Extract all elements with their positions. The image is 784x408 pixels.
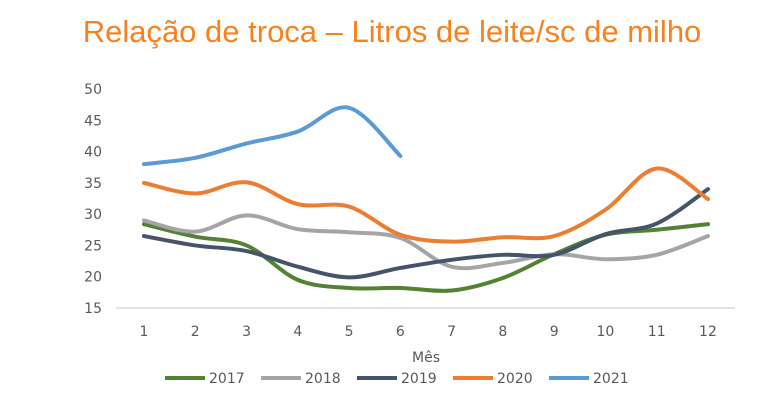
series-line-2020 [142,166,710,244]
x-tick-label: 10 [597,324,615,340]
x-tick-label: 12 [699,324,717,340]
x-axis-label: Mês [412,350,440,366]
y-tick-label: 20 [84,270,102,286]
x-tick-label: 3 [242,324,251,340]
y-tick-label: 30 [84,207,102,223]
x-tick-label: 6 [396,324,405,340]
x-tick-label: 8 [498,324,507,340]
series-line-2018 [142,213,710,271]
legend-label-2018: 2018 [305,371,341,387]
series-line-2021 [142,105,403,167]
y-tick-label: 15 [84,301,102,317]
x-tick-label: 9 [550,324,559,340]
y-tick-label: 40 [84,145,102,161]
x-tick-label: 11 [648,324,666,340]
legend-label-2017: 2017 [209,371,245,387]
y-tick-label: 45 [84,113,102,129]
legend-label-2020: 2020 [497,371,533,387]
y-tick-label: 35 [84,176,102,192]
y-tick-label: 50 [84,82,102,98]
x-tick-label: 1 [140,324,149,340]
series-line-2019 [142,187,710,280]
x-tick-label: 5 [345,324,354,340]
x-tick-label: 2 [191,324,200,340]
chart-title: Relação de troca – Litros de leite/sc de… [82,14,702,49]
x-tick-label: 7 [447,324,456,340]
legend-label-2019: 2019 [401,371,437,387]
x-tick-label: 4 [293,324,302,340]
y-tick-label: 25 [84,238,102,254]
legend-label-2021: 2021 [593,371,629,387]
